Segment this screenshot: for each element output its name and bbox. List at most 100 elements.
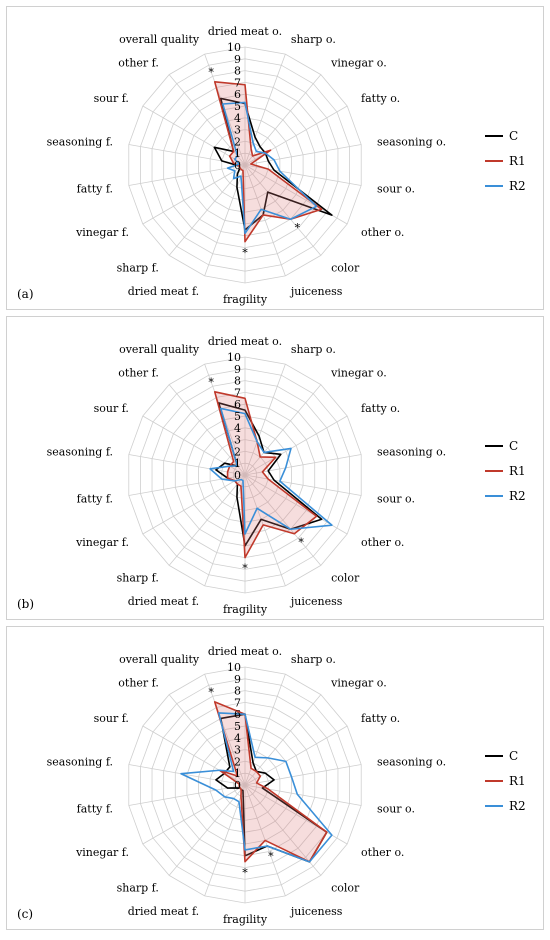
tick-label: 1 — [234, 767, 241, 780]
series-line-r2 — [222, 101, 318, 235]
tick-label: 4 — [234, 422, 241, 435]
category-label: dried meat f. — [128, 285, 199, 298]
significance-star: * — [295, 221, 301, 234]
tick-label: 2 — [234, 755, 241, 768]
grid-spoke — [128, 764, 246, 786]
category-label: fragility — [223, 293, 268, 306]
tick-label: 5 — [234, 720, 241, 733]
tick-label: 4 — [234, 112, 241, 125]
tick-label: 9 — [234, 673, 241, 686]
significance-star: * — [298, 536, 304, 549]
category-label: sharp f. — [117, 262, 159, 275]
tick-label: 6 — [234, 398, 241, 411]
category-label: fatty f. — [77, 802, 113, 815]
tick-label: 0 — [234, 159, 241, 172]
tick-label: 5 — [234, 100, 241, 113]
legend-swatch-r2 — [485, 495, 503, 497]
grid-spoke — [244, 384, 322, 476]
category-label: fatty o. — [361, 712, 400, 725]
tick-label: 1 — [234, 147, 241, 160]
category-label: other o. — [361, 846, 404, 859]
legend-swatch-r1 — [485, 160, 503, 162]
category-label: seasoning o. — [377, 756, 446, 769]
significance-star: * — [208, 66, 214, 79]
legend-label-r2: R2 — [509, 179, 526, 193]
legend-swatch-r2 — [485, 805, 503, 807]
grid-spoke — [142, 164, 246, 225]
grid-spoke — [204, 784, 246, 897]
tick-label: 8 — [234, 685, 241, 698]
category-label: sharp f. — [117, 572, 159, 585]
category-label: vinegar o. — [330, 56, 387, 69]
category-label: vinegar f. — [75, 226, 129, 239]
grid-spoke — [244, 784, 322, 876]
grid-spoke — [128, 164, 246, 186]
grid-spoke — [168, 784, 246, 876]
legend-a: C R1 R2 — [485, 125, 545, 200]
legend-swatch-c — [485, 135, 503, 137]
legend-label-r1: R1 — [509, 464, 526, 478]
category-label: juiceness — [289, 595, 343, 608]
category-label: overall quality — [119, 653, 200, 666]
tick-label: 10 — [227, 351, 241, 364]
category-label: vinegar f. — [75, 846, 129, 859]
category-label: color — [331, 572, 360, 585]
category-label: sour o. — [377, 802, 415, 815]
grid-spoke — [204, 673, 246, 786]
tick-label: 7 — [234, 696, 241, 709]
category-label: other f. — [118, 366, 159, 379]
category-label: sharp o. — [291, 653, 336, 666]
grid-spoke — [244, 164, 322, 256]
category-label: sharp o. — [291, 343, 336, 356]
series-line-r2 — [180, 712, 333, 863]
grid-spoke — [142, 784, 246, 845]
legend-label-r1: R1 — [509, 154, 526, 168]
category-label: vinegar o. — [330, 366, 387, 379]
grid-spoke — [168, 164, 246, 256]
category-label: fragility — [223, 603, 268, 616]
category-label: other f. — [118, 676, 159, 689]
legend-item-r1: R1 — [485, 150, 545, 172]
series-line-r1 — [213, 81, 323, 243]
grid-spoke — [244, 363, 286, 476]
grid-spoke — [142, 105, 246, 166]
legend-item-c: C — [485, 745, 545, 767]
tick-label: 10 — [227, 41, 241, 54]
tick-label: 8 — [234, 65, 241, 78]
grid-spoke — [168, 384, 246, 476]
category-label: sour f. — [94, 712, 129, 725]
legend-item-c: C — [485, 435, 545, 457]
radar-panel-b: 0 1 2 3 4 5 6 7 8 9 10 dried meat o. sharp o. vinegar… — [6, 316, 544, 620]
tick-label: 4 — [234, 732, 241, 745]
legend-item-r1: R1 — [485, 460, 545, 482]
radar-panel-a: 0 1 2 3 4 5 6 7 8 9 10 dried meat o. sharp o. vinegar… — [6, 6, 544, 310]
category-label: sharp o. — [291, 33, 336, 46]
significance-star: * — [208, 376, 214, 389]
category-label: juiceness — [289, 285, 343, 298]
category-label: vinegar f. — [75, 536, 129, 549]
tick-label: 7 — [234, 76, 241, 89]
legend-swatch-c — [485, 445, 503, 447]
grid-spoke — [244, 105, 348, 166]
tick-label: 0 — [234, 469, 241, 482]
panel-label-b: (b) — [17, 597, 35, 611]
radar-panel-c: 0 1 2 3 4 5 6 7 8 9 10 dried meat o. sharp o. vinegar… — [6, 626, 544, 930]
grid-spoke — [244, 673, 286, 786]
legend-label-r2: R2 — [509, 799, 526, 813]
legend-item-c: C — [485, 125, 545, 147]
category-label: seasoning o. — [377, 446, 446, 459]
legend-b: C R1 R2 — [485, 435, 545, 510]
grid-spoke — [244, 144, 362, 166]
category-label: other o. — [361, 536, 404, 549]
legend-label-r2: R2 — [509, 489, 526, 503]
tick-label: 1 — [234, 457, 241, 470]
legend-label-c: C — [509, 439, 519, 453]
category-label: sour f. — [94, 92, 129, 105]
grid-spoke — [128, 784, 246, 806]
category-label: vinegar o. — [330, 676, 387, 689]
tick-label: 3 — [234, 744, 241, 757]
grid-spoke — [244, 764, 362, 786]
grid-spoke — [244, 454, 362, 476]
